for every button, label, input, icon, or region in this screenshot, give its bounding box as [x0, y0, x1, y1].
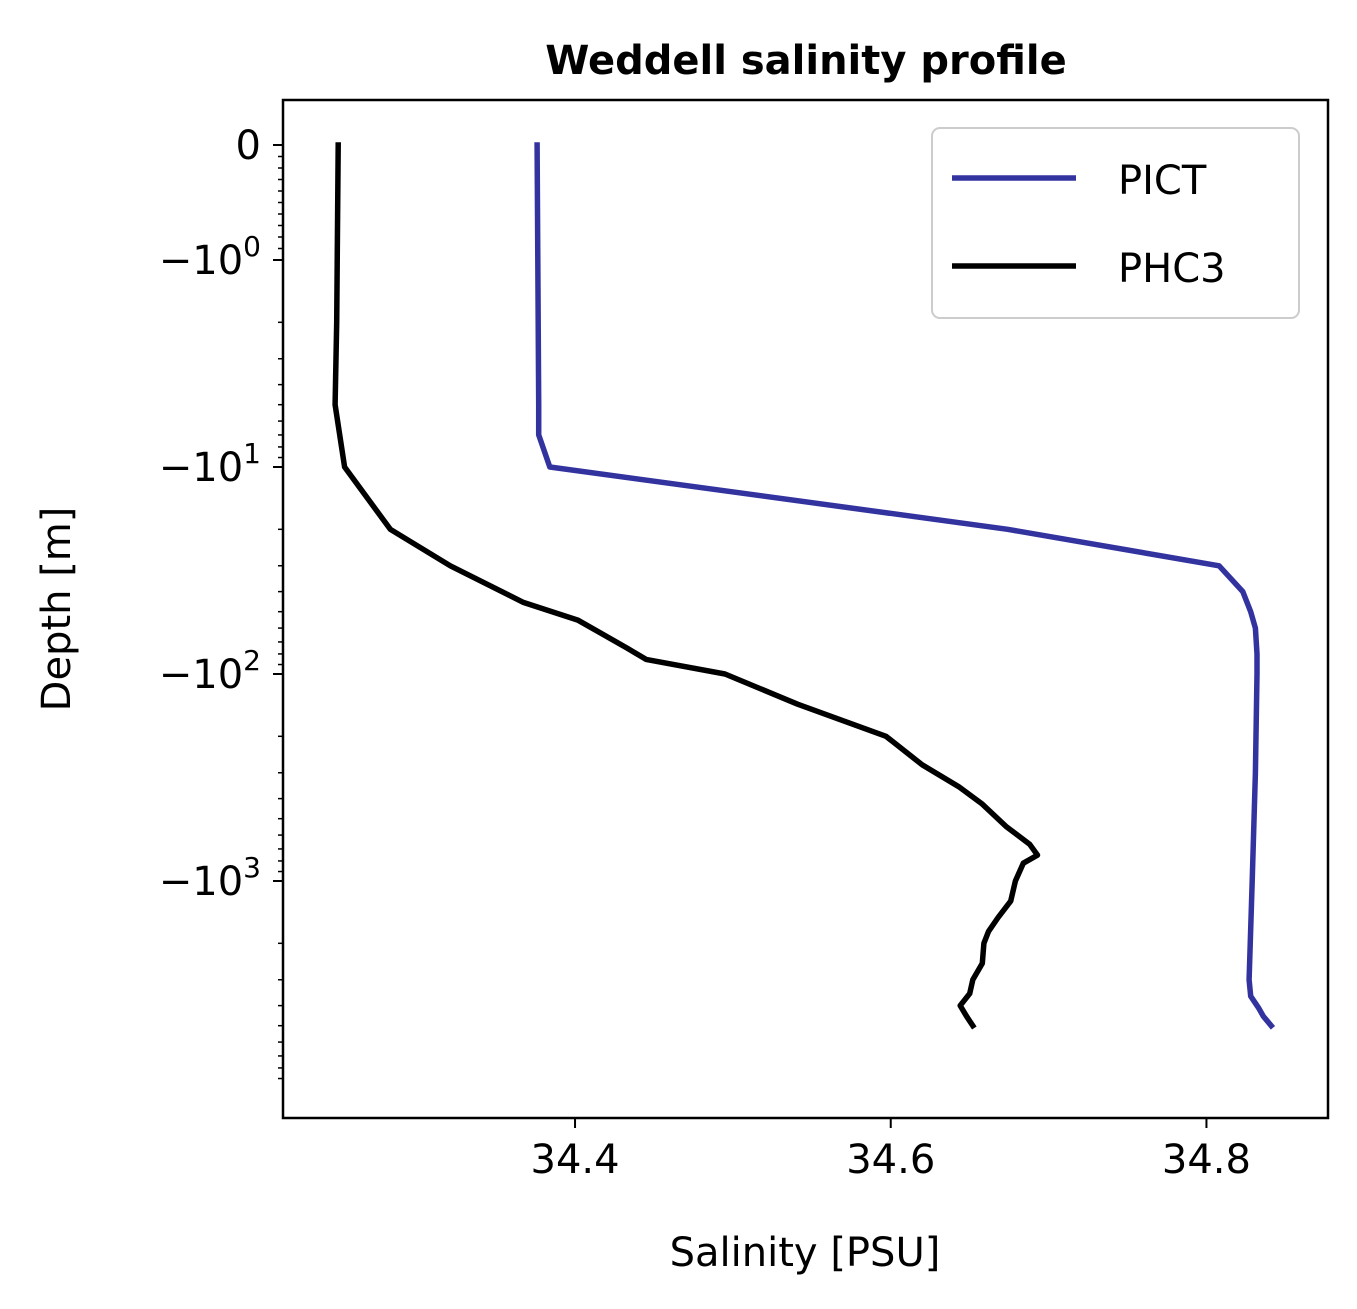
series-line-pict: [534, 142, 1276, 1030]
y-tick-label: −102: [159, 644, 261, 698]
y-tick-label: −103: [159, 851, 261, 905]
legend: PICT PHC3: [931, 127, 1300, 319]
y-axis: 0 −100 −101 −102 −103: [159, 123, 283, 1080]
y-tick-label: −101: [159, 437, 261, 491]
legend-label-phc3: PHC3: [1118, 246, 1226, 292]
x-tick-label: 34.8: [1162, 1137, 1251, 1183]
x-tick-label: 34.4: [531, 1137, 620, 1183]
series-line-phc3: [332, 142, 1041, 1030]
x-tick-label: 34.6: [846, 1137, 935, 1183]
legend-box: [931, 127, 1300, 319]
legend-label-pict: PICT: [1118, 158, 1207, 204]
y-tick-label: 0: [236, 123, 261, 169]
x-axis-label: Salinity [PSU]: [670, 1230, 941, 1276]
y-tick-label: −100: [159, 230, 261, 284]
x-axis: 34.4 34.6 34.8: [531, 1118, 1251, 1183]
y-axis-label: Depth [m]: [34, 507, 80, 712]
plot-frame: [281, 98, 1330, 1120]
chart-title: Weddell salinity profile: [545, 38, 1066, 84]
